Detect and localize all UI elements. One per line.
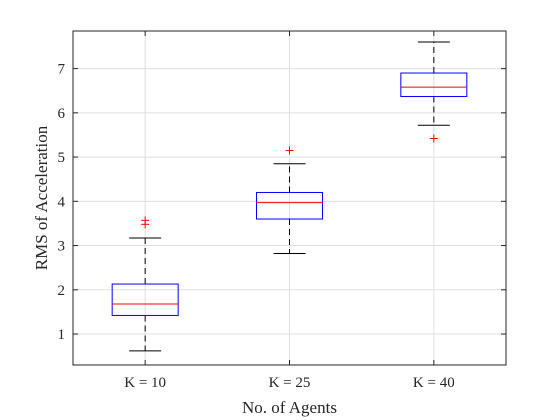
box-plot-2 [256,146,323,255]
iqr-box [256,191,323,220]
x-tick-label: K = 10 [124,375,166,391]
x-tick-label: K = 25 [269,375,311,391]
y-tick-label: 4 [58,194,66,210]
iqr-box [400,72,468,97]
outlier-marker [429,134,438,143]
y-axis-label: RMS of Acceleration [32,125,51,270]
y-ticks: 1 2 3 4 5 6 7 [58,62,506,343]
box-plot-1 [111,216,179,352]
box-plots [111,41,468,352]
x-ticks: K = 10 K = 25 K = 40 [124,31,455,391]
outlier-marker [285,146,294,155]
x-axis-label: No. of Agents [242,398,337,417]
y-tick-label: 6 [58,106,66,122]
y-tick-label: 7 [58,62,66,78]
y-tick-label: 1 [58,327,66,343]
iqr-box [111,283,179,316]
y-tick-label: 5 [58,150,66,166]
box-plot-3 [400,41,468,143]
x-tick-label: K = 40 [413,375,455,391]
outlier-marker [141,216,150,225]
y-tick-label: 3 [58,239,66,255]
grid-lines [73,31,506,365]
y-tick-label: 2 [58,283,66,299]
